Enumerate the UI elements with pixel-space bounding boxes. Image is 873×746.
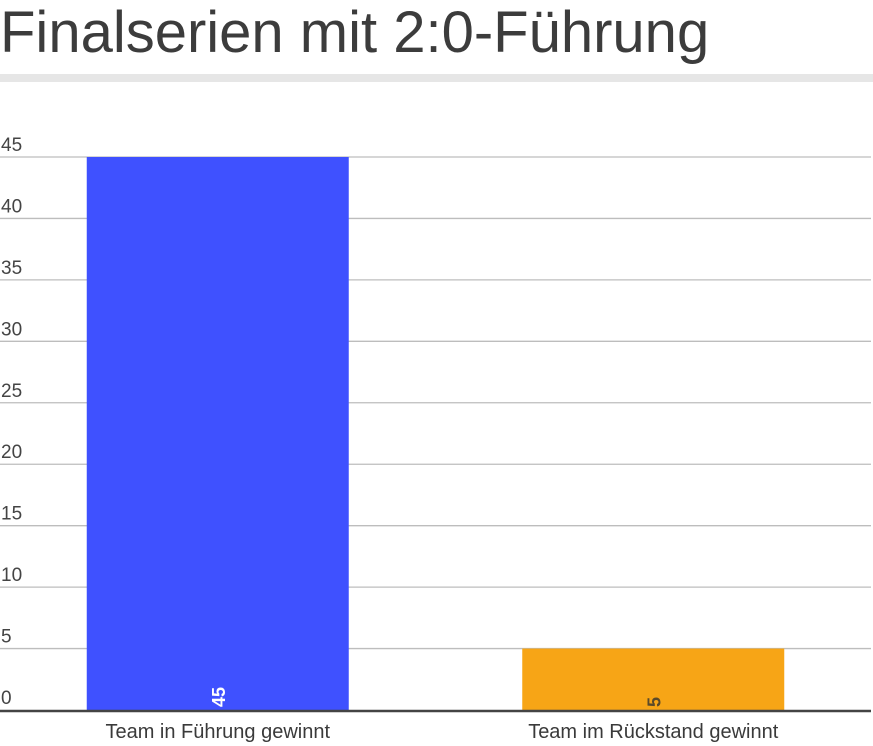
y-tick-label: 10 <box>1 565 22 586</box>
bar <box>86 157 349 710</box>
y-tick-label: 5 <box>1 627 12 648</box>
y-tick-label: 45 <box>1 135 22 156</box>
data-label: 5 <box>644 697 664 707</box>
y-tick-label: 35 <box>1 258 22 279</box>
x-category-label: Team in Führung gewinnt <box>105 721 330 743</box>
y-tick-label: 0 <box>1 688 12 709</box>
title-divider <box>0 74 873 82</box>
x-axis-labels: Team in Führung gewinnt Team im Rückstand… <box>105 721 778 743</box>
bars: 45 5 <box>86 157 785 710</box>
x-category-label: Team im Rückstand gewinnt <box>528 721 779 743</box>
data-label: 45 <box>209 687 229 707</box>
y-tick-label: 20 <box>1 442 22 463</box>
bar <box>522 648 785 710</box>
y-axis-labels: 0 5 10 15 20 25 30 35 40 45 <box>1 135 22 709</box>
y-tick-label: 30 <box>1 319 22 340</box>
y-tick-label: 15 <box>1 504 22 525</box>
chart-title: Finalserien mit 2:0-Führung <box>0 0 710 65</box>
y-tick-label: 25 <box>1 381 22 402</box>
y-tick-label: 40 <box>1 196 22 217</box>
